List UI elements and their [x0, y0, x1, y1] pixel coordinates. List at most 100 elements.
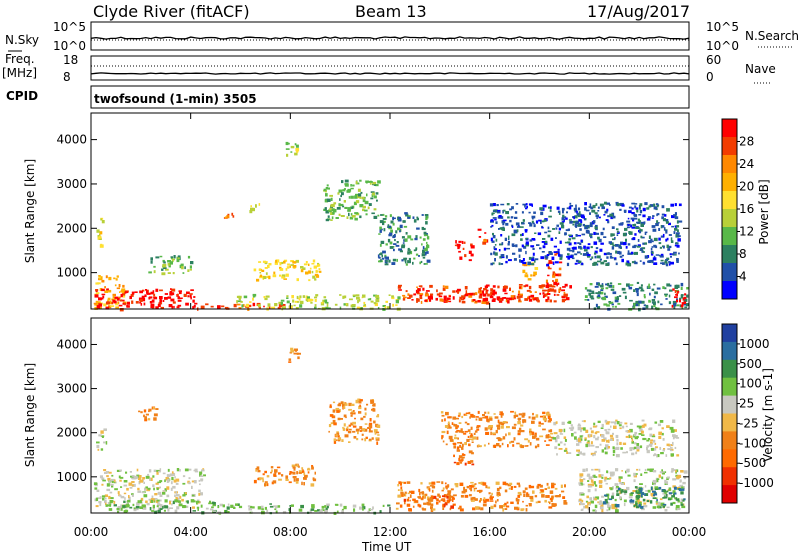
- power-cell: [673, 214, 676, 216]
- power-cell: [501, 297, 504, 301]
- power-cell: [584, 295, 588, 298]
- power-cell: [97, 236, 100, 240]
- velocity-cell: [350, 412, 353, 415]
- power-cell: [416, 298, 419, 302]
- velocity-cell: [502, 436, 506, 440]
- power-cell: [210, 305, 214, 308]
- velocity-cell: [157, 509, 161, 513]
- power-cell: [290, 145, 295, 149]
- power-cell: [611, 246, 615, 250]
- power-cell: [551, 256, 555, 260]
- power-cell: [624, 210, 627, 213]
- velocity-cell: [111, 485, 114, 488]
- power-cell: [264, 261, 268, 263]
- power-cell: [506, 247, 510, 250]
- power-cell: [498, 217, 501, 219]
- velocity-cell: [577, 451, 580, 454]
- velocity-cell: [418, 504, 422, 508]
- power-cell: [594, 255, 597, 259]
- velocity-cell: [661, 427, 664, 430]
- velocity-cell: [618, 424, 622, 427]
- velocity-cell: [123, 484, 128, 487]
- power-cell: [595, 292, 600, 294]
- power-cell: [676, 304, 680, 307]
- freq-tick-bottom: 8: [63, 70, 71, 84]
- power-cell: [100, 218, 102, 221]
- velocity-cell: [608, 507, 611, 511]
- velocity-cell: [597, 436, 600, 439]
- power-cell: [561, 217, 565, 221]
- power-cell: [442, 285, 445, 288]
- power-cell: [545, 299, 548, 302]
- power-cell: [343, 200, 346, 203]
- power-cell: [373, 208, 377, 211]
- velocity-cell: [143, 414, 145, 418]
- power-cell: [95, 282, 99, 285]
- velocity-cell: [376, 441, 379, 445]
- velocity-cell: [192, 510, 196, 512]
- velocity-cell: [406, 481, 411, 484]
- velocity-cell: [374, 431, 377, 435]
- velocity-cell: [658, 431, 662, 435]
- velocity-cell: [197, 507, 199, 511]
- power-cell: [324, 306, 329, 310]
- power-cell: [332, 209, 337, 213]
- velocity-cell: [198, 492, 201, 496]
- power-cell: [668, 301, 672, 305]
- power-cell: [264, 262, 268, 265]
- velocity-cell: [626, 451, 628, 454]
- velocity-cell: [469, 438, 473, 440]
- velocity-cell: [516, 442, 520, 445]
- power-cell: [285, 273, 289, 277]
- power-cell: [397, 286, 402, 289]
- velocity-cell: [567, 452, 572, 454]
- power-cell: [634, 233, 637, 236]
- power-cell: [577, 213, 582, 218]
- velocity-cell: [343, 505, 347, 510]
- power-cell: [662, 233, 665, 238]
- velocity-cell: [343, 423, 346, 427]
- velocity-cell: [496, 487, 500, 492]
- power-cell: [302, 295, 306, 298]
- velocity-cell: [659, 446, 662, 450]
- power-cell: [144, 294, 147, 298]
- velocity-cell: [276, 466, 281, 469]
- power-cell: [150, 291, 154, 295]
- velocity-cell: [429, 485, 434, 487]
- velocity-cell: [646, 439, 650, 442]
- power-cell: [227, 213, 230, 216]
- velocity-cell: [564, 484, 566, 488]
- colorbar-swatch: [722, 209, 737, 228]
- power-cell: [628, 206, 632, 209]
- velocity-cell: [450, 505, 454, 509]
- power-cell: [665, 261, 668, 265]
- power-cell: [627, 224, 630, 227]
- power-cell: [662, 246, 665, 249]
- velocity-cell: [350, 422, 354, 426]
- velocity-cell: [172, 485, 176, 489]
- velocity-cell: [103, 469, 107, 472]
- x-tick-label: 00:00: [74, 525, 109, 539]
- power-cell: [384, 215, 388, 218]
- power-cell: [340, 194, 342, 198]
- velocity-cell: [352, 421, 356, 425]
- velocity-cell: [654, 421, 658, 424]
- power-cell: [539, 292, 542, 295]
- power-cell: [651, 288, 655, 291]
- power-cell: [531, 297, 534, 300]
- power-cell: [575, 204, 577, 208]
- velocity-cell: [153, 469, 157, 472]
- noise-panel-frame: [90, 21, 690, 51]
- power-cell: [643, 296, 646, 299]
- power-cell: [159, 289, 163, 292]
- velocity-cell: [468, 444, 471, 447]
- velocity-cell: [445, 443, 448, 446]
- velocity-cell: [404, 491, 407, 495]
- power-cell: [568, 206, 572, 210]
- power-cell: [658, 227, 661, 231]
- velocity-cell: [334, 439, 338, 441]
- velocity-cell: [671, 468, 674, 472]
- power-cell: [399, 218, 402, 222]
- velocity-cell: [485, 498, 489, 502]
- station-title: Clyde River (fitACF): [93, 2, 250, 21]
